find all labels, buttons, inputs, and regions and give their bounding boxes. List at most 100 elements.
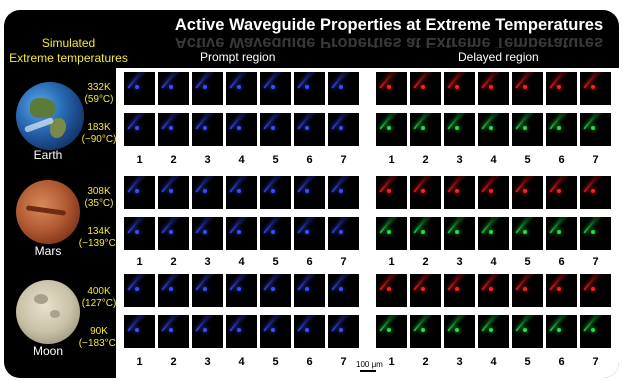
excitation-spot — [591, 189, 595, 193]
delayed-micrograph-tile — [512, 274, 543, 307]
excitation-spot — [339, 126, 343, 130]
planet-name-moon: Moon — [32, 344, 64, 358]
delayed-micrograph-tile — [512, 217, 543, 250]
prompt-column-number: 1 — [136, 256, 143, 268]
prompt-column-number: 3 — [204, 256, 211, 268]
prompt-micrograph-tile — [192, 113, 223, 146]
excitation-spot — [237, 85, 241, 89]
excitation-spot — [387, 328, 391, 332]
excitation-spot — [591, 85, 595, 89]
excitation-spot — [489, 287, 493, 291]
excitation-spot — [169, 230, 173, 234]
excitation-spot — [237, 189, 241, 193]
excitation-spot — [489, 126, 493, 130]
excitation-spot — [591, 287, 595, 291]
excitation-spot — [203, 126, 207, 130]
prompt-column-number: 2 — [170, 256, 177, 268]
prompt-micrograph-tile — [192, 176, 223, 209]
prompt-micrograph-tile — [124, 217, 155, 250]
excitation-spot — [305, 189, 309, 193]
prompt-micrograph-tile — [124, 176, 155, 209]
prompt-micrograph-tile — [226, 176, 257, 209]
delayed-column-number: 3 — [456, 356, 463, 368]
delayed-micrograph-tile — [478, 274, 509, 307]
temp-mars-low: 134K (−139°C) — [74, 226, 124, 250]
prompt-micrograph-tile — [158, 113, 189, 146]
delayed-micrograph-tile — [478, 176, 509, 209]
delayed-micrograph-tile — [512, 72, 543, 105]
prompt-column-number: 3 — [204, 154, 211, 166]
delayed-column-number: 5 — [524, 256, 531, 268]
delayed-micrograph-tile — [478, 72, 509, 105]
prompt-micrograph-tile — [260, 217, 291, 250]
delayed-micrograph-tile — [410, 315, 441, 348]
prompt-column-number: 7 — [340, 154, 347, 166]
excitation-spot — [169, 126, 173, 130]
excitation-spot — [339, 85, 343, 89]
prompt-column-number: 1 — [136, 356, 143, 368]
prompt-column-number: 4 — [238, 356, 245, 368]
excitation-spot — [489, 230, 493, 234]
prompt-micrograph-tile — [226, 274, 257, 307]
delayed-column-number: 7 — [592, 356, 599, 368]
delayed-micrograph-tile — [444, 274, 475, 307]
title-reflection: Active Waveguide Properties at Extreme T… — [174, 38, 604, 48]
prompt-micrograph-tile — [328, 315, 359, 348]
delayed-micrograph-tile — [580, 315, 611, 348]
excitation-spot — [523, 328, 527, 332]
delayed-micrograph-tile — [546, 274, 577, 307]
excitation-spot — [339, 328, 343, 332]
prompt-micrograph-tile — [158, 217, 189, 250]
excitation-spot — [203, 230, 207, 234]
excitation-spot — [421, 328, 425, 332]
excitation-spot — [523, 126, 527, 130]
delayed-column-number: 1 — [388, 356, 395, 368]
excitation-spot — [421, 287, 425, 291]
prompt-micrograph-tile — [294, 176, 325, 209]
delayed-micrograph-tile — [580, 176, 611, 209]
temp-moon-low: 90K (−183°C) — [74, 326, 124, 350]
delayed-micrograph-tile — [444, 217, 475, 250]
delayed-micrograph-tile — [444, 176, 475, 209]
temp-earth-high: 332K (59°C) — [74, 82, 124, 106]
delayed-column-number: 1 — [388, 256, 395, 268]
excitation-spot — [237, 287, 241, 291]
delayed-micrograph-tile — [546, 315, 577, 348]
delayed-micrograph-tile — [376, 72, 407, 105]
prompt-micrograph-tile — [226, 72, 257, 105]
prompt-micrograph-tile — [124, 72, 155, 105]
excitation-spot — [421, 189, 425, 193]
mars-icon — [16, 180, 80, 244]
excitation-spot — [455, 189, 459, 193]
delayed-micrograph-tile — [546, 217, 577, 250]
prompt-column-number: 2 — [170, 356, 177, 368]
prompt-micrograph-tile — [328, 274, 359, 307]
delayed-micrograph-tile — [410, 217, 441, 250]
excitation-spot — [339, 230, 343, 234]
prompt-micrograph-tile — [294, 274, 325, 307]
simulated-line-2: Extreme temperatures — [9, 51, 128, 65]
scale-bar-label: 100 μm — [356, 360, 383, 369]
excitation-spot — [237, 328, 241, 332]
prompt-column-number: 1 — [136, 154, 143, 166]
delayed-micrograph-tile — [512, 176, 543, 209]
excitation-spot — [523, 85, 527, 89]
delayed-micrograph-tile — [512, 113, 543, 146]
excitation-spot — [489, 85, 493, 89]
delayed-micrograph-tile — [376, 217, 407, 250]
temp-mars-high: 308K (35°C) — [74, 186, 124, 210]
prompt-micrograph-tile — [260, 176, 291, 209]
excitation-spot — [135, 126, 139, 130]
delayed-column-number: 2 — [422, 356, 429, 368]
delayed-micrograph-tile — [410, 274, 441, 307]
excitation-spot — [237, 126, 241, 130]
prompt-micrograph-tile — [294, 315, 325, 348]
prompt-micrograph-tile — [226, 217, 257, 250]
prompt-micrograph-tile — [294, 113, 325, 146]
prompt-micrograph-tile — [260, 274, 291, 307]
delayed-micrograph-tile — [512, 315, 543, 348]
delayed-micrograph-tile — [478, 217, 509, 250]
excitation-spot — [489, 189, 493, 193]
excitation-spot — [339, 189, 343, 193]
prompt-column-number: 5 — [272, 256, 279, 268]
